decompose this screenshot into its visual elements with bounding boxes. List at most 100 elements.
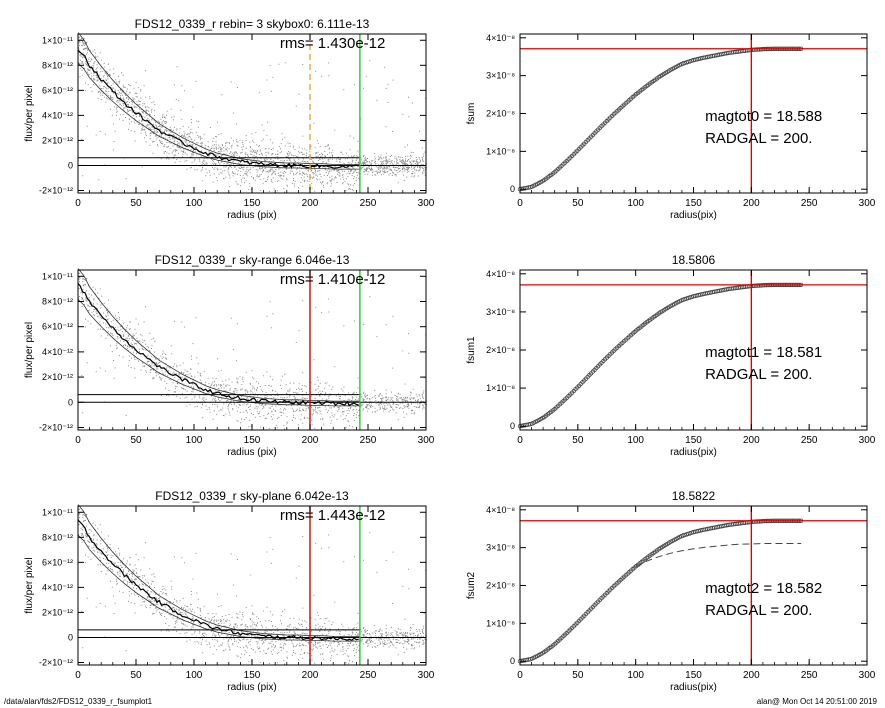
- y-tick-label: 1×10⁻¹¹: [42, 271, 73, 281]
- x-tick-label: 300: [859, 670, 876, 681]
- y-tick-label: 4×10⁻⁸: [486, 505, 515, 515]
- y-tick-label: -2×10⁻¹²: [39, 185, 73, 195]
- y-axis-label: flux/per pixel: [24, 85, 35, 141]
- y-tick-label: 2×10⁻⁸: [486, 345, 515, 355]
- x-tick-label: 150: [244, 670, 261, 681]
- y-tick-label: 0: [68, 632, 73, 642]
- profile-envelope-line: [77, 504, 360, 637]
- y-axis-label: flux/per pixel: [24, 557, 35, 613]
- scatter-points: [78, 508, 427, 665]
- x-tick-label: 50: [130, 670, 142, 681]
- rms-annotation: rms= 1.443e-12: [280, 507, 385, 524]
- y-tick-label: 6×10⁻¹²: [42, 322, 73, 332]
- x-tick-label: 150: [685, 670, 702, 681]
- rms-annotation: rms= 1.430e-12: [280, 35, 385, 52]
- footer-timestamp: alan@ Mon Oct 14 20:51:00 2019: [756, 697, 877, 706]
- profile-envelope-line: [77, 268, 360, 402]
- x-tick-label: 250: [801, 435, 818, 446]
- y-tick-label: 4×10⁻⁸: [486, 269, 515, 279]
- x-tick-label: 150: [244, 198, 261, 209]
- y-axis-label: fsum2: [466, 571, 477, 599]
- panel-6: [517, 505, 868, 666]
- y-tick-label: 4×10⁻¹²: [42, 110, 73, 120]
- y-tick-label: 1×10⁻⁸: [486, 146, 515, 156]
- x-tick-label: 300: [859, 198, 876, 209]
- plot-frame: [77, 269, 427, 431]
- x-tick-label: 100: [186, 670, 203, 681]
- x-tick-label: 250: [360, 198, 377, 209]
- panel-2: [517, 33, 868, 194]
- y-tick-label: 4×10⁻¹²: [42, 582, 73, 592]
- x-tick-label: 0: [517, 198, 523, 209]
- x-tick-label: 150: [685, 435, 702, 446]
- y-tick-label: 8×10⁻¹²: [42, 60, 73, 70]
- y-tick-label: 1×10⁻⁸: [486, 618, 515, 628]
- y-tick-label: 2×10⁻¹²: [42, 607, 73, 617]
- x-tick-label: 200: [302, 435, 319, 446]
- y-tick-label: 0: [68, 160, 73, 170]
- rms-annotation: rms= 1.410e-12: [280, 271, 385, 288]
- x-tick-label: 100: [186, 198, 203, 209]
- x-tick-label: 300: [418, 198, 435, 209]
- x-tick-label: 250: [801, 670, 818, 681]
- chart-title: 18.5806: [672, 253, 716, 267]
- y-tick-label: 0: [510, 421, 515, 431]
- x-tick-label: 0: [75, 435, 81, 446]
- magtot-text: magtot1 = 18.581: [705, 344, 822, 361]
- x-tick-label: 50: [572, 670, 584, 681]
- y-tick-label: 4×10⁻¹²: [42, 347, 73, 357]
- y-tick-label: 2×10⁻⁸: [486, 581, 515, 591]
- y-tick-label: 6×10⁻¹²: [42, 85, 73, 95]
- x-tick-label: 200: [743, 670, 760, 681]
- y-tick-label: 1×10⁻¹¹: [42, 35, 73, 45]
- x-tick-label: 150: [685, 198, 702, 209]
- magtot-text: magtot0 = 18.588: [705, 108, 822, 125]
- y-axis-label: fsum1: [466, 336, 477, 364]
- chart-title: FDS12_0339_r sky-plane 6.042e-13: [155, 489, 349, 503]
- y-tick-label: 6×10⁻¹²: [42, 557, 73, 567]
- y-tick-label: 1×10⁻¹¹: [42, 507, 73, 517]
- y-tick-label: 0: [510, 184, 515, 194]
- x-tick-label: 200: [302, 670, 319, 681]
- x-tick-label: 250: [360, 435, 377, 446]
- panel-5: [77, 504, 427, 666]
- x-tick-label: 250: [360, 670, 377, 681]
- y-tick-label: 2×10⁻¹²: [42, 372, 73, 382]
- x-tick-label: 100: [627, 435, 644, 446]
- y-tick-label: 8×10⁻¹²: [42, 296, 73, 306]
- y-tick-label: 3×10⁻⁸: [486, 543, 515, 553]
- scatter-points: [78, 272, 427, 430]
- x-tick-label: 300: [859, 435, 876, 446]
- chart-title: FDS12_0339_r sky-range 6.046e-13: [155, 253, 350, 267]
- y-tick-label: 3×10⁻⁸: [486, 71, 515, 81]
- x-tick-label: 50: [572, 198, 584, 209]
- x-tick-label: 50: [130, 198, 142, 209]
- y-tick-label: 4×10⁻⁸: [486, 33, 515, 43]
- x-tick-label: 300: [418, 435, 435, 446]
- y-tick-label: 2×10⁻⁸: [486, 109, 515, 119]
- x-tick-label: 200: [743, 435, 760, 446]
- dashed-curve: [635, 543, 802, 568]
- y-tick-label: 0: [510, 656, 515, 666]
- y-axis-label: fsum: [466, 103, 477, 125]
- radgal-text: RADGAL = 200.: [705, 130, 812, 147]
- x-axis-label: radius(pix): [670, 447, 717, 458]
- x-tick-label: 100: [627, 198, 644, 209]
- y-tick-label: 3×10⁻⁸: [486, 307, 515, 317]
- radial-profile-line: [77, 519, 359, 641]
- x-tick-label: 200: [302, 198, 319, 209]
- chart-title: 18.5822: [672, 489, 716, 503]
- curve-markers: [517, 46, 804, 192]
- profile-envelope-line: [77, 534, 360, 642]
- panel-4: [517, 269, 868, 431]
- x-tick-label: 100: [627, 670, 644, 681]
- profile-envelope-line: [77, 299, 360, 407]
- x-tick-label: 250: [801, 198, 818, 209]
- x-tick-label: 50: [130, 435, 142, 446]
- magtot-text: magtot2 = 18.582: [705, 580, 822, 597]
- radgal-text: RADGAL = 200.: [705, 366, 812, 383]
- x-axis-label: radius (pix): [227, 682, 276, 693]
- scatter-points: [78, 36, 427, 193]
- panel-3: [77, 268, 427, 431]
- y-axis-label: flux/per pixel: [24, 322, 35, 378]
